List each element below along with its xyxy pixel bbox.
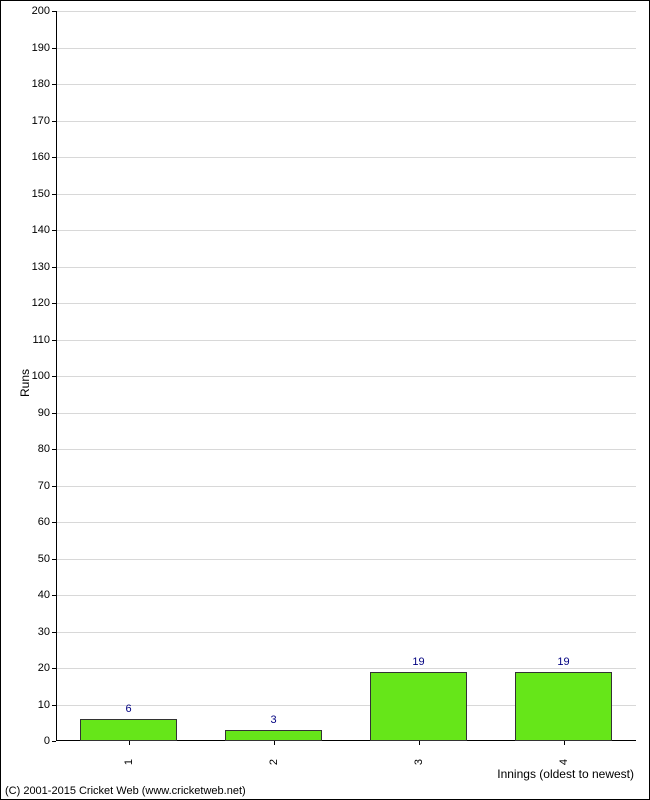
- x-tick-label: 1: [123, 759, 135, 779]
- bar-value-label: 6: [125, 703, 131, 715]
- y-tick-mark: [52, 705, 56, 706]
- bar-value-label: 3: [270, 714, 276, 726]
- y-tick-label: 10: [26, 699, 50, 711]
- gridline: [56, 376, 636, 377]
- gridline: [56, 340, 636, 341]
- y-tick-label: 90: [26, 407, 50, 419]
- x-tick-mark: [564, 741, 565, 745]
- gridline: [56, 632, 636, 633]
- y-tick-label: 50: [26, 553, 50, 565]
- y-tick-label: 120: [26, 297, 50, 309]
- gridline: [56, 486, 636, 487]
- bar: [370, 672, 467, 741]
- y-tick-label: 20: [26, 662, 50, 674]
- y-tick-label: 140: [26, 224, 50, 236]
- gridline: [56, 413, 636, 414]
- y-tick-label: 100: [26, 370, 50, 382]
- y-tick-label: 60: [26, 516, 50, 528]
- y-tick-label: 200: [26, 5, 50, 17]
- y-tick-mark: [52, 157, 56, 158]
- y-tick-mark: [52, 376, 56, 377]
- y-tick-mark: [52, 11, 56, 12]
- y-tick-label: 0: [26, 735, 50, 747]
- gridline: [56, 194, 636, 195]
- y-tick-mark: [52, 741, 56, 742]
- bar-value-label: 19: [557, 656, 569, 668]
- y-tick-mark: [52, 267, 56, 268]
- y-tick-mark: [52, 413, 56, 414]
- gridline: [56, 668, 636, 669]
- y-tick-label: 130: [26, 261, 50, 273]
- gridline: [56, 11, 636, 12]
- gridline: [56, 121, 636, 122]
- x-tick-label: 4: [558, 759, 570, 779]
- y-tick-label: 110: [26, 334, 50, 346]
- gridline: [56, 522, 636, 523]
- gridline: [56, 449, 636, 450]
- gridline: [56, 157, 636, 158]
- y-tick-mark: [52, 632, 56, 633]
- y-tick-label: 170: [26, 115, 50, 127]
- y-tick-mark: [52, 449, 56, 450]
- x-tick-label: 3: [413, 759, 425, 779]
- y-tick-label: 150: [26, 188, 50, 200]
- y-tick-mark: [52, 303, 56, 304]
- y-tick-mark: [52, 84, 56, 85]
- y-tick-mark: [52, 559, 56, 560]
- bar: [225, 730, 322, 741]
- x-tick-mark: [419, 741, 420, 745]
- y-tick-mark: [52, 121, 56, 122]
- y-tick-mark: [52, 595, 56, 596]
- gridline: [56, 230, 636, 231]
- y-tick-mark: [52, 486, 56, 487]
- copyright-text: (C) 2001-2015 Cricket Web (www.cricketwe…: [5, 785, 246, 797]
- y-tick-label: 190: [26, 42, 50, 54]
- x-tick-mark: [129, 741, 130, 745]
- x-tick-mark: [274, 741, 275, 745]
- y-tick-label: 180: [26, 78, 50, 90]
- chart-frame: 631919 Runs Innings (oldest to newest) (…: [0, 0, 650, 800]
- y-tick-mark: [52, 668, 56, 669]
- y-tick-label: 40: [26, 589, 50, 601]
- y-tick-label: 70: [26, 480, 50, 492]
- y-tick-mark: [52, 340, 56, 341]
- gridline: [56, 303, 636, 304]
- y-tick-label: 80: [26, 443, 50, 455]
- y-tick-mark: [52, 194, 56, 195]
- y-tick-mark: [52, 230, 56, 231]
- y-tick-label: 160: [26, 151, 50, 163]
- gridline: [56, 267, 636, 268]
- y-tick-mark: [52, 522, 56, 523]
- x-tick-label: 2: [268, 759, 280, 779]
- y-tick-mark: [52, 48, 56, 49]
- gridline: [56, 559, 636, 560]
- bar-value-label: 19: [412, 656, 424, 668]
- bar: [515, 672, 612, 741]
- gridline: [56, 48, 636, 49]
- gridline: [56, 84, 636, 85]
- y-axis-line: [56, 11, 57, 741]
- gridline: [56, 595, 636, 596]
- plot-area: 6 3 19 19: [56, 11, 636, 741]
- y-tick-label: 30: [26, 626, 50, 638]
- bar: [80, 719, 177, 741]
